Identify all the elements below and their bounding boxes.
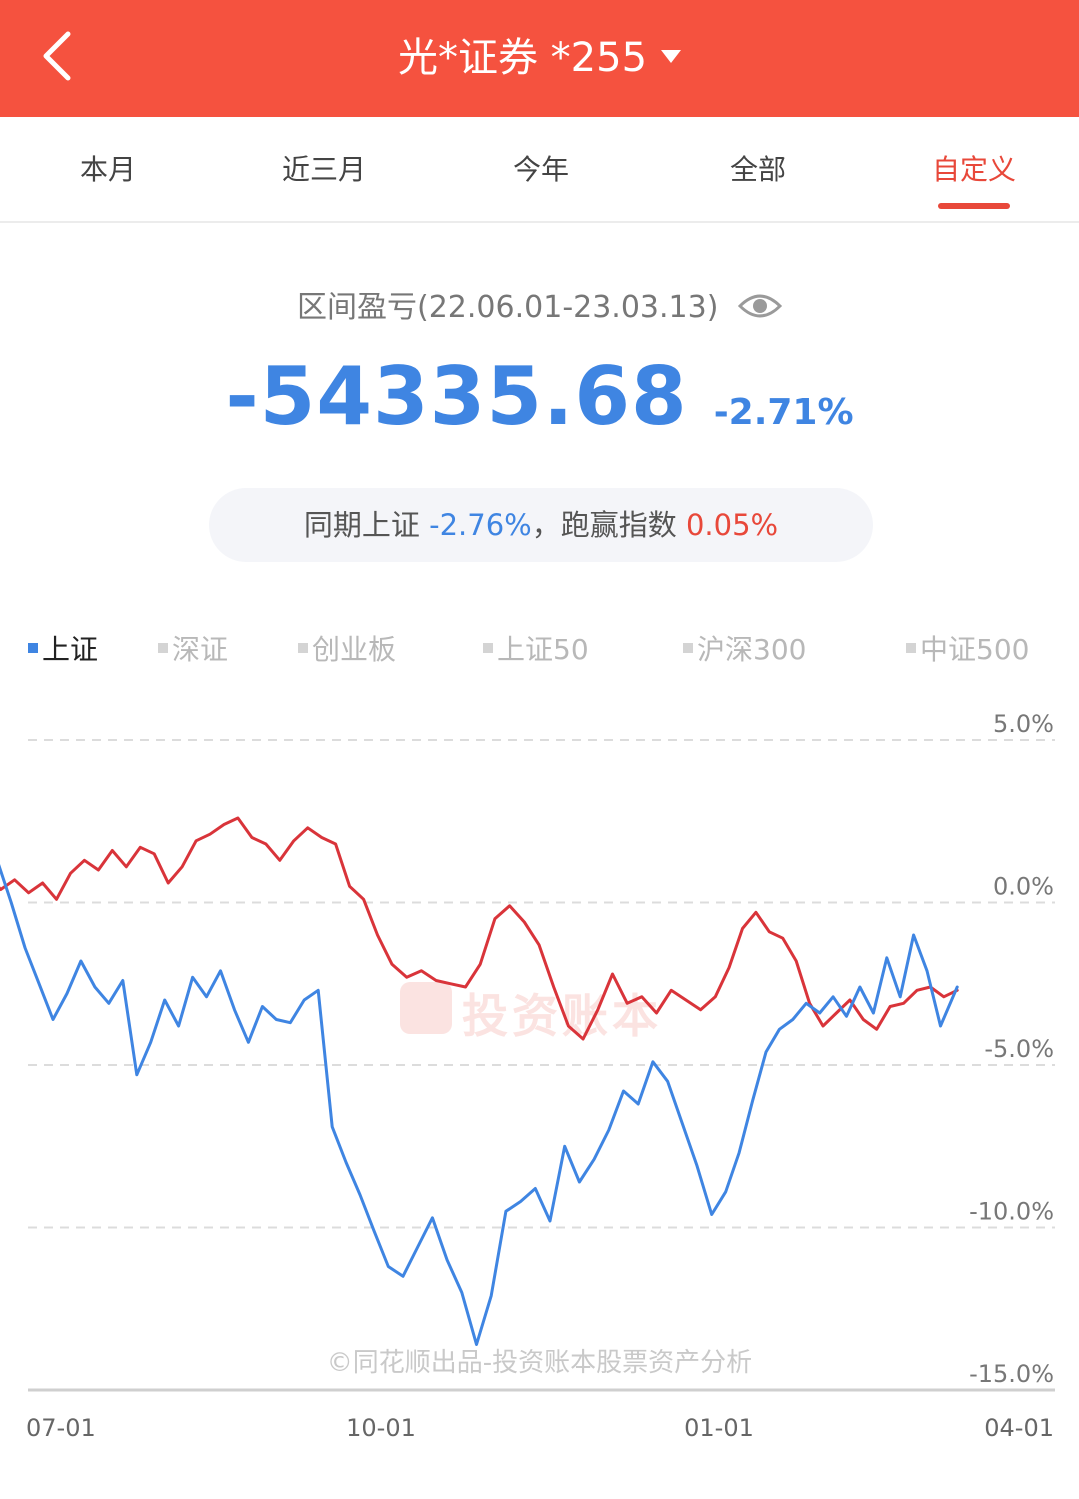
account-return-line [0, 816, 959, 1041]
compare-index-change: -2.76% [429, 508, 532, 542]
x-tick-label: 10-01 [346, 1414, 416, 1442]
index-option-label: 沪深300 [697, 633, 807, 666]
pnl-percent: -2.71% [713, 392, 854, 433]
legend-swatch [683, 643, 693, 653]
account-title: 光*证券 *255 [397, 35, 648, 81]
compare-prefix: 同期上证 [303, 508, 420, 542]
index-option-label: 上证 [42, 633, 99, 666]
copyright-note: ©同花顺出品-投资账本股票资产分析 [326, 1348, 753, 1378]
legend-swatch [158, 643, 168, 653]
pnl-row: -54335.68 -2.71% [0, 350, 1079, 443]
tab-this-month[interactable]: 本月 [79, 153, 136, 186]
period-tabs: 本月 近三月 今年 全部 自定义 [0, 117, 1079, 223]
period-label-text: 区间盈亏(22.06.01-23.03.13) [297, 290, 719, 325]
compare-mid: ，跑赢指数 [531, 508, 677, 542]
period-pnl-label: 区间盈亏(22.06.01-23.03.13) [0, 286, 1079, 330]
tab-all[interactable]: 全部 [729, 153, 786, 186]
line-chart: 5.0% 0.0% -5.0% -10.0% -15.0% 07-01 10-01 01-01… [0, 710, 1055, 1442]
caret-down-icon [661, 49, 682, 63]
y-tick-label: -15.0% [969, 1360, 1054, 1388]
index-selector: 上证 深证 创业板 上证50 沪深300 中证500 [0, 628, 1079, 672]
y-tick-label: -10.0% [969, 1198, 1054, 1226]
chevron-left-icon[interactable] [40, 30, 76, 82]
y-tick-label: 5.0% [993, 710, 1054, 738]
index-option-label: 深证 [172, 633, 229, 666]
sse-index-line [0, 863, 959, 1346]
index-option-chinext[interactable]: 创业板 [298, 628, 396, 672]
tab-custom[interactable]: 自定义 [931, 153, 1016, 186]
x-tick-label: 04-01 [984, 1414, 1054, 1442]
eye-icon[interactable] [737, 291, 782, 321]
x-tick-label: 07-01 [26, 1414, 96, 1442]
legend-swatch [906, 643, 916, 653]
index-option-csi300[interactable]: 沪深300 [683, 628, 806, 672]
index-option-csi500[interactable]: 中证500 [906, 628, 1029, 672]
y-tick-label: -5.0% [984, 1035, 1054, 1063]
legend-swatch [28, 643, 38, 653]
index-comparison: 同期上证 -2.76%，跑赢指数 0.05% [209, 488, 873, 562]
header-bar: 光*证券 *255 [0, 0, 1079, 117]
pnl-value: -54335.68 [225, 350, 688, 443]
return-chart[interactable]: 投资账本 5.0% 0.0% -5.0% -10.0% -15.0% 07-01 10-01… [0, 690, 1079, 1480]
legend-swatch [298, 643, 308, 653]
index-option-label: 创业板 [312, 633, 397, 666]
legend-swatch [483, 643, 493, 653]
index-option-sse[interactable]: 上证 [28, 628, 98, 672]
compare-excess: 0.05% [685, 508, 779, 542]
active-tab-indicator [938, 203, 1010, 209]
index-option-label: 上证50 [497, 633, 589, 666]
index-option-szse[interactable]: 深证 [158, 628, 228, 672]
account-selector[interactable]: 光*证券 *255 [0, 30, 1079, 86]
y-tick-label: 0.0% [993, 873, 1054, 901]
watermark-logo [400, 982, 452, 1034]
tab-last-three-months[interactable]: 近三月 [281, 153, 366, 186]
x-tick-label: 01-01 [684, 1414, 754, 1442]
index-option-sse50[interactable]: 上证50 [483, 628, 589, 672]
tab-this-year[interactable]: 今年 [512, 153, 569, 186]
index-option-label: 中证500 [920, 633, 1030, 666]
